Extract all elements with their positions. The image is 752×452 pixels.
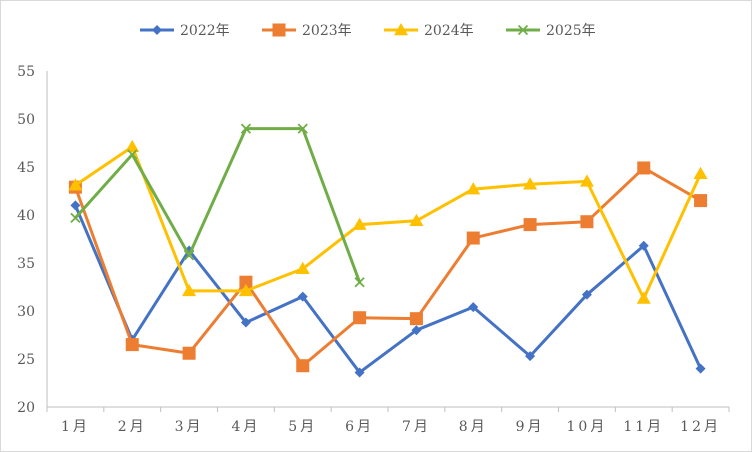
data-point — [297, 123, 308, 134]
series-line — [73, 203, 703, 374]
legend-item: 2023年 — [262, 23, 352, 39]
legend-swatch-marker — [272, 23, 286, 37]
series-3 — [70, 123, 365, 288]
x-tick-label: 2月 — [118, 419, 147, 435]
x-tick-label: 11月 — [623, 419, 664, 435]
data-point — [636, 291, 651, 304]
x-tick-label: 1月 — [61, 419, 90, 435]
data-point — [70, 200, 81, 211]
data-point-stroke — [240, 123, 252, 134]
data-point — [295, 261, 310, 275]
x-tick-label: 6月 — [345, 419, 374, 435]
legend-swatch-marker — [152, 25, 162, 35]
x-tick-label: 7月 — [402, 419, 431, 435]
data-point — [409, 312, 423, 326]
data-point — [240, 317, 251, 328]
y-tick-label: 20 — [17, 400, 35, 416]
data-point — [523, 177, 538, 190]
legend-swatch-marker-stroke — [517, 24, 529, 36]
data-point — [525, 351, 536, 362]
y-tick-label: 25 — [17, 352, 35, 368]
data-point — [125, 139, 140, 153]
data-point — [411, 325, 422, 336]
data-point — [297, 291, 308, 302]
data-point — [409, 213, 424, 227]
data-point — [125, 338, 139, 352]
y-tick-label: 40 — [17, 208, 35, 224]
data-point — [693, 166, 708, 179]
data-point — [127, 149, 138, 160]
legend-swatch-marker — [394, 23, 408, 36]
series-line — [73, 127, 362, 284]
data-point — [581, 289, 592, 300]
data-point — [70, 212, 81, 224]
data-point — [579, 174, 594, 187]
legend-label: 2024年 — [424, 23, 474, 39]
x-tick-label: 9月 — [516, 419, 545, 435]
series-1 — [68, 161, 708, 373]
data-point — [182, 283, 197, 297]
data-point — [238, 283, 253, 297]
data-point — [240, 123, 252, 134]
data-point — [183, 250, 195, 261]
data-point — [354, 277, 365, 288]
data-point — [468, 302, 479, 313]
data-point-stroke — [127, 149, 138, 160]
data-point — [466, 231, 480, 245]
data-point-stroke — [70, 212, 81, 224]
data-point-stroke — [297, 123, 308, 134]
series-line — [73, 166, 703, 368]
legend-item: 2022年 — [140, 23, 230, 39]
y-tick-label: 45 — [17, 160, 35, 176]
legend-item: 2025年 — [506, 23, 596, 39]
data-point-stroke — [354, 277, 365, 288]
x-tick-label: 3月 — [175, 419, 204, 435]
y-tick-label: 35 — [17, 256, 35, 272]
y-tick-label: 30 — [17, 304, 35, 320]
data-point — [695, 363, 706, 374]
data-point — [694, 194, 708, 208]
series-2 — [68, 139, 708, 304]
x-tick-label: 8月 — [459, 419, 488, 435]
x-tick-label: 10月 — [567, 419, 608, 435]
data-point — [296, 359, 310, 373]
data-point — [638, 240, 649, 251]
legend-label: 2023年 — [302, 23, 352, 39]
data-point — [68, 178, 83, 191]
legend-swatch-marker — [517, 24, 529, 36]
data-point — [523, 218, 537, 232]
data-point — [580, 215, 594, 229]
y-tick-label: 50 — [17, 112, 35, 128]
x-tick-label: 5月 — [288, 419, 317, 435]
series-line — [73, 145, 703, 301]
legend-label: 2025年 — [546, 23, 596, 39]
data-point — [466, 182, 481, 195]
legend-item: 2024年 — [384, 23, 474, 39]
data-point — [353, 311, 367, 325]
data-point — [352, 217, 367, 230]
legend-label: 2022年 — [180, 23, 230, 39]
y-tick-label: 55 — [17, 64, 35, 80]
data-point — [182, 346, 196, 360]
x-tick-label: 4月 — [231, 419, 260, 435]
data-point — [354, 367, 365, 378]
x-tick-label: 12月 — [680, 419, 721, 435]
data-point — [239, 275, 253, 289]
data-point-stroke — [183, 250, 195, 261]
data-point — [637, 161, 651, 175]
